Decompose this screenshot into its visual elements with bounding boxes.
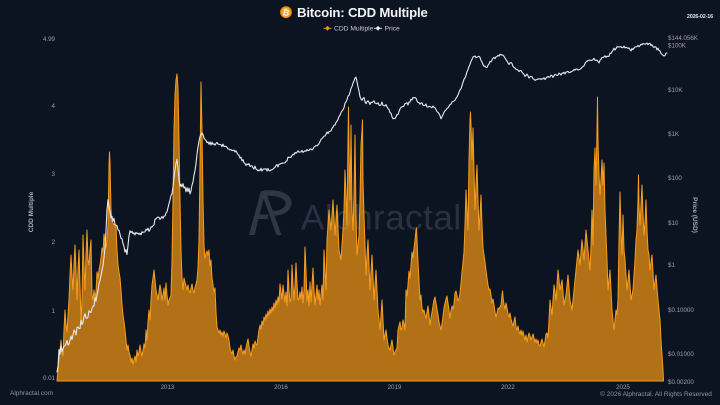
- svg-text:2022: 2022: [501, 384, 515, 391]
- svg-text:$0.01000: $0.01000: [668, 351, 694, 358]
- svg-text:4.99: 4.99: [43, 36, 56, 43]
- svg-text:$1K: $1K: [668, 131, 680, 138]
- svg-text:CDD Multiple: CDD Multiple: [28, 191, 35, 232]
- svg-text:Bitcoin: CDD Multiple: Bitcoin: CDD Multiple: [297, 5, 428, 20]
- svg-text:CDD Multiple: CDD Multiple: [334, 26, 374, 33]
- svg-text:$0.10000: $0.10000: [668, 307, 694, 314]
- svg-text:3: 3: [52, 171, 56, 178]
- svg-text:₿: ₿: [281, 7, 290, 18]
- svg-text:2016: 2016: [274, 384, 288, 391]
- svg-text:$1: $1: [668, 262, 675, 269]
- svg-text:4: 4: [52, 103, 56, 110]
- svg-text:$144.056K: $144.056K: [668, 35, 699, 42]
- svg-text:2013: 2013: [161, 384, 175, 391]
- svg-text:2019: 2019: [388, 384, 402, 391]
- svg-text:0.01: 0.01: [43, 375, 56, 382]
- svg-text:Price: Price: [385, 26, 401, 33]
- svg-text:$10K: $10K: [668, 87, 683, 94]
- svg-text:$10: $10: [668, 220, 679, 227]
- svg-text:2: 2: [52, 239, 56, 246]
- svg-text:$100: $100: [668, 175, 682, 182]
- svg-text:2026-02-16: 2026-02-16: [687, 14, 713, 20]
- svg-text:© 2026 Alphractal. All Rights: © 2026 Alphractal. All Rights Reserved: [600, 390, 712, 398]
- svg-text:Alphractal.com: Alphractal.com: [10, 390, 53, 397]
- svg-text:Price (USD): Price (USD): [691, 197, 698, 233]
- svg-text:$100K: $100K: [668, 43, 687, 50]
- svg-text:$0.00200: $0.00200: [668, 379, 694, 386]
- svg-text:Alphractal: Alphractal: [301, 199, 462, 238]
- svg-text:2025: 2025: [616, 384, 630, 391]
- svg-text:1: 1: [52, 308, 56, 315]
